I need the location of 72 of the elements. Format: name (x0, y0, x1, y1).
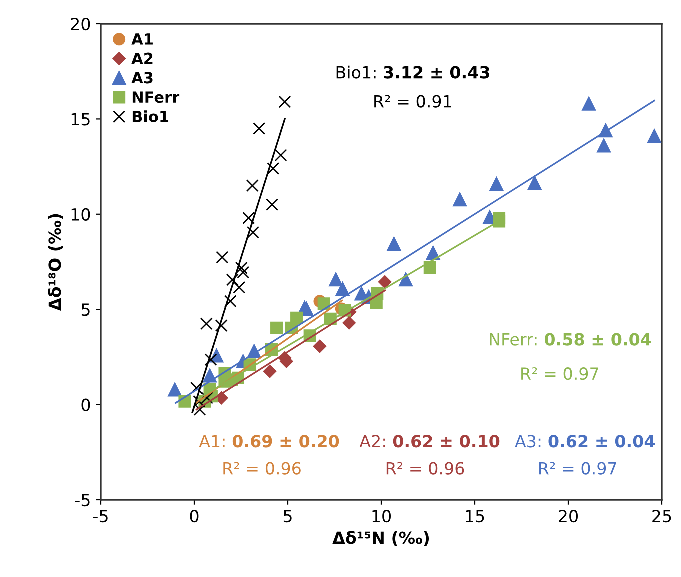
x-tick-label: 25 (652, 510, 672, 523)
point (226, 274, 239, 286)
point (204, 354, 218, 366)
point (424, 261, 436, 274)
point (216, 251, 229, 264)
point (215, 320, 228, 332)
x-tick-label: 0 (190, 510, 199, 523)
x-tick-label: -5 (94, 510, 108, 523)
point (274, 149, 288, 162)
point (336, 282, 350, 296)
x-tick-label: 5 (284, 510, 292, 523)
point (253, 122, 266, 135)
point (203, 368, 217, 383)
annotation: R² = 0.96 (386, 462, 464, 475)
point (342, 316, 356, 330)
point (242, 212, 256, 224)
point (528, 176, 542, 190)
annotation: R² = 0.97 (522, 368, 598, 380)
point (378, 276, 392, 289)
point (224, 295, 237, 308)
point (493, 215, 506, 228)
point (490, 177, 504, 192)
legend-label: A3 (132, 72, 153, 84)
legend-label: NFerr (132, 92, 180, 104)
point (237, 266, 250, 279)
point (190, 382, 203, 394)
annotation: R² = 0.96 (224, 462, 301, 475)
legend-label: A2 (132, 52, 153, 64)
point (313, 340, 327, 354)
x-tick-label: 15 (466, 510, 484, 523)
point (233, 281, 246, 294)
annotation: R² = 0.91 (374, 95, 452, 108)
y-tick-label: 0 (82, 398, 90, 412)
point (278, 96, 292, 108)
point (399, 272, 413, 287)
point (246, 180, 259, 192)
y-tick-label: 15 (72, 113, 90, 126)
legend-label: Bio1 (132, 110, 169, 122)
point (290, 312, 304, 324)
point (267, 162, 280, 175)
y-tick-label: 10 (72, 208, 90, 221)
point (200, 318, 213, 330)
point (387, 237, 402, 252)
point (266, 198, 279, 212)
x-tick-label: 20 (559, 510, 578, 523)
annotation: A1: 0.69 ± 0.20 (199, 435, 340, 448)
annotation: A2: 0.62 ± 0.10 (360, 435, 500, 448)
point (270, 322, 284, 334)
point (426, 246, 440, 260)
point (193, 395, 206, 408)
point (168, 382, 182, 397)
y-tick-label: -5 (75, 494, 90, 507)
annotation: A3: 0.62 ± 0.04 (515, 435, 655, 448)
annotation: Bio1: 3.12 ± 0.43 (336, 66, 490, 79)
y-tick-label: 20 (71, 18, 90, 31)
point (200, 392, 214, 404)
x-axis-title: Δδ¹⁵N (‰) (332, 531, 430, 546)
y-tick-label: 5 (82, 304, 90, 316)
point (318, 298, 330, 310)
point (263, 364, 277, 378)
annotation: NFerr: 0.58 ± 0.04 (490, 333, 652, 346)
point (235, 262, 248, 274)
point (453, 192, 467, 207)
point (582, 97, 596, 111)
legend-label: A1 (132, 34, 153, 45)
x-tick-label: 10 (372, 510, 391, 523)
point (329, 272, 344, 287)
point (246, 226, 260, 239)
point (648, 129, 662, 144)
point (597, 138, 611, 153)
y-axis-title: Δδ¹⁸O (‰) (48, 214, 64, 311)
annotation: R² = 0.97 (540, 462, 616, 475)
